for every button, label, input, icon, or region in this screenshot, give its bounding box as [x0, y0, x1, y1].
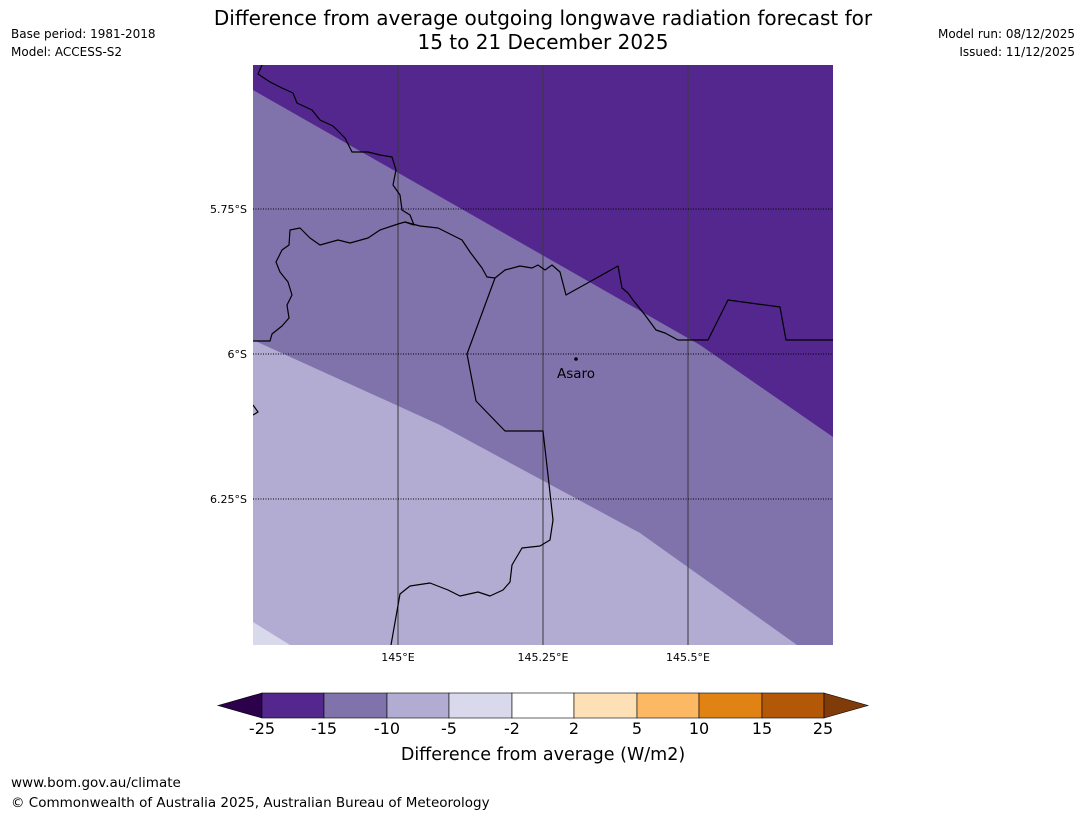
footer-copyright: © Commonwealth of Australia 2025, Austra… — [11, 795, 490, 811]
colorbar-bin-5 — [511, 692, 575, 719]
colorbar-tick-1: -25 — [248, 719, 276, 738]
colorbar-bin-2 — [323, 692, 388, 719]
colorbar-bin-4 — [448, 692, 513, 719]
colorbar-tick-5: -2 — [504, 719, 520, 738]
colorbar-bin-6 — [573, 692, 638, 719]
band-minus5-minus2 — [253, 622, 290, 645]
model-run: Model run: 08/12/2025 — [937, 27, 1075, 41]
colorbar-under-arrow — [216, 692, 263, 719]
asaro-label: Asaro — [557, 366, 595, 382]
colorbar-tick-8: 10 — [688, 719, 710, 738]
map-area — [253, 65, 833, 645]
colorbar — [216, 692, 870, 719]
footer-url: www.bom.gov.au/climate — [11, 775, 181, 791]
title-line-1: Difference from average outgoing longwav… — [213, 6, 873, 30]
model-name: Model: ACCESS-S2 — [11, 45, 123, 59]
lat-label-5-75s: 5.75°S — [210, 203, 247, 216]
colorbar-bin-3 — [386, 692, 450, 719]
map-title: Difference from average outgoing longwav… — [180, 6, 906, 54]
colorbar-tick-7: 5 — [631, 719, 643, 738]
colorbar-bin-1 — [261, 692, 325, 719]
lon-label-145-5e: 145.5°E — [666, 651, 710, 664]
header-right: Model run: 08/12/2025 Issued: 11/12/2025 — [938, 25, 1075, 61]
title-line-2: 15 to 21 December 2025 — [417, 30, 669, 54]
colorbar-bin-9 — [761, 692, 825, 719]
province-boundaries — [253, 65, 833, 645]
colorbar-tick-4: -5 — [441, 719, 457, 738]
lat-label-6s: 6°S — [228, 348, 247, 361]
colorbar-tick-2: -15 — [310, 719, 338, 738]
issued-date: Issued: 11/12/2025 — [959, 45, 1075, 59]
colorbar-tick-10: 25 — [812, 719, 834, 738]
colorbar-over-arrow — [823, 692, 870, 719]
colorbar-bin-7 — [636, 692, 700, 719]
lon-label-145-25e: 145.25°E — [518, 651, 569, 664]
base-period: Base period: 1981-2018 — [11, 27, 156, 41]
colorbar-bin-8 — [698, 692, 763, 719]
colorbar-tick-3: -10 — [373, 719, 401, 738]
lon-label-145e: 145°E — [381, 651, 414, 664]
asaro-marker — [574, 357, 578, 361]
header-left: Base period: 1981-2018 Model: ACCESS-S2 — [11, 25, 156, 61]
lat-label-6-25s: 6.25°S — [210, 493, 247, 506]
colorbar-tick-6: 2 — [568, 719, 580, 738]
colorbar-title: Difference from average (W/m2) — [400, 745, 686, 765]
colorbar-tick-9: 15 — [751, 719, 773, 738]
